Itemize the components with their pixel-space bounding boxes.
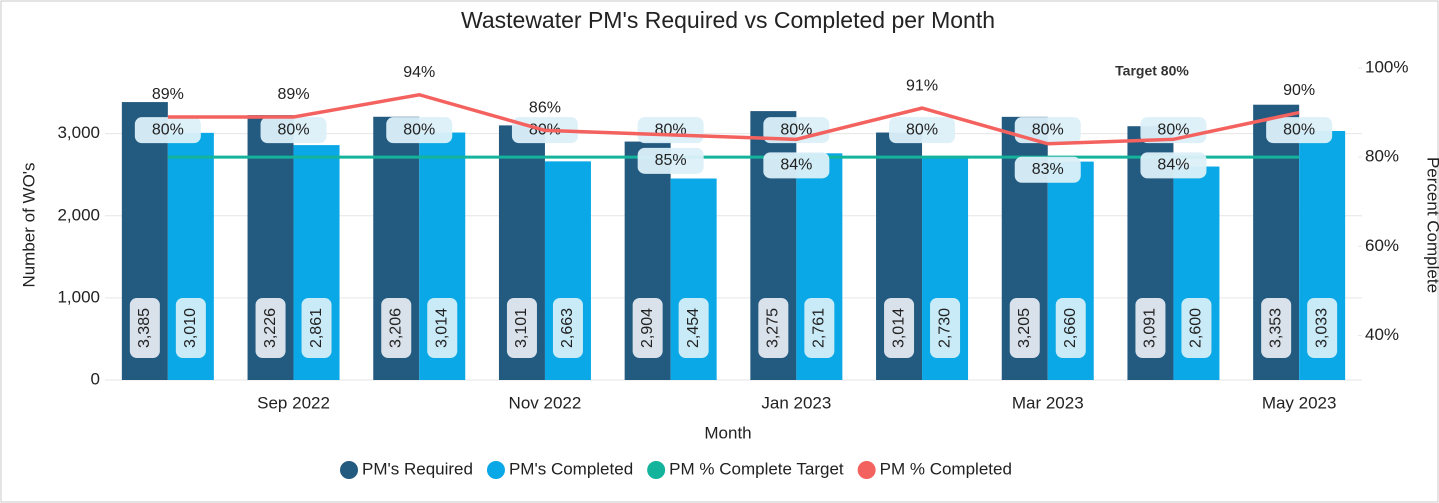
- value-label-box: [1135, 298, 1166, 358]
- value-label: 86%: [529, 100, 561, 117]
- value-label: 3,010: [182, 308, 199, 348]
- value-label: 2,660: [1062, 308, 1079, 348]
- y-tick-label: 0: [91, 369, 100, 388]
- value-label: 3,014: [890, 308, 907, 348]
- value-label-box: [1266, 117, 1333, 144]
- y-tick-label: 2,000: [57, 205, 100, 224]
- value-label-box: [301, 298, 332, 358]
- x-tick-label: Mar 2023: [1012, 393, 1084, 412]
- x-tick-label: Jan 2023: [761, 393, 831, 412]
- value-label-box: [637, 147, 704, 174]
- y2-axis-label: Percent Complete: [1424, 157, 1439, 293]
- value-label-box: [386, 117, 453, 144]
- legend-entry: PM's Completed: [509, 459, 633, 478]
- value-label: 2,454: [685, 308, 702, 348]
- value-label: 3,226: [262, 308, 279, 348]
- value-label: 80%: [152, 121, 184, 138]
- value-label: 89%: [152, 86, 184, 103]
- value-label-box: [255, 298, 286, 358]
- value-label: 2,904: [639, 308, 656, 348]
- value-label: 2,663: [559, 308, 576, 348]
- y-tick-label: 3,000: [57, 123, 100, 142]
- value-label-box: [134, 117, 201, 144]
- value-label-box: [1307, 298, 1338, 358]
- x-tick-label: Sep 2022: [257, 393, 330, 412]
- y2-tick-label: 80%: [1365, 147, 1399, 166]
- value-label-box: [175, 298, 206, 358]
- annotation: Target 80%: [1115, 63, 1189, 79]
- value-label: 89%: [278, 86, 310, 103]
- legend-entry: PM % Completed: [880, 459, 1012, 478]
- value-label-box: [1009, 298, 1040, 358]
- value-label: 80%: [906, 121, 938, 138]
- line-series: [167, 92, 1300, 146]
- value-label: 85%: [655, 152, 687, 169]
- value-label: 80%: [278, 121, 310, 138]
- value-label-box: [930, 298, 961, 358]
- value-label-box: [1140, 152, 1207, 179]
- value-label: 2,861: [308, 308, 325, 348]
- value-label: 3,033: [1313, 308, 1330, 348]
- value-label: 80%: [1032, 121, 1064, 138]
- legend-swatch: [857, 461, 876, 479]
- value-label-box: [804, 298, 835, 358]
- value-label: 3,205: [1016, 308, 1033, 348]
- y-tick-label: 1,000: [57, 287, 100, 306]
- value-label: 2,730: [936, 308, 953, 348]
- chart-title: Wastewater PM's Required vs Completed pe…: [461, 7, 995, 33]
- x-tick-label: May 2023: [1262, 393, 1337, 412]
- value-label-box: [763, 152, 830, 179]
- y-axis-label: Number of WO's: [19, 162, 38, 287]
- value-label-box: [1181, 298, 1212, 358]
- value-label: 3,275: [765, 308, 782, 348]
- value-label: 83%: [1032, 161, 1064, 178]
- value-label-box: [260, 117, 327, 144]
- legend-swatch: [340, 461, 358, 479]
- value-label-box: [506, 298, 537, 358]
- value-label-box: [758, 298, 789, 358]
- y2-tick-label: 100%: [1365, 57, 1408, 76]
- value-label: 90%: [1283, 82, 1315, 99]
- value-label: 91%: [906, 77, 938, 94]
- value-label: 3,385: [136, 308, 153, 348]
- value-label-box: [889, 117, 956, 144]
- value-label: 80%: [403, 121, 435, 138]
- value-label: 3,353: [1267, 308, 1284, 348]
- value-label-box: [1014, 117, 1081, 144]
- value-label-box: [678, 298, 709, 358]
- value-label-box: [427, 298, 458, 358]
- value-label: 3,101: [513, 308, 530, 348]
- value-label-box: [381, 298, 412, 358]
- value-label-box: [1261, 298, 1292, 358]
- value-label: 84%: [780, 157, 812, 174]
- legend-entry: PM % Complete Target: [669, 459, 844, 478]
- value-label: 3,014: [433, 308, 450, 348]
- x-tick-label: Nov 2022: [509, 393, 582, 412]
- value-label-box: [552, 298, 583, 358]
- value-label: 80%: [1157, 121, 1189, 138]
- legend-swatch: [647, 461, 666, 479]
- y2-tick-label: 40%: [1365, 325, 1399, 344]
- value-label: 3,206: [387, 308, 404, 348]
- value-label: 80%: [780, 121, 812, 138]
- value-label-box: [632, 298, 663, 358]
- value-label-box: [129, 298, 160, 358]
- value-label: 2,761: [811, 308, 828, 348]
- legend-swatch: [486, 461, 505, 479]
- value-label-box: [1014, 156, 1081, 183]
- value-label: 3,091: [1142, 308, 1159, 348]
- value-label: 84%: [1157, 157, 1189, 174]
- value-label-box: [1055, 298, 1086, 358]
- legend-entry: PM's Required: [362, 459, 473, 478]
- x-axis-label: Month: [704, 423, 751, 442]
- value-label: 2,600: [1188, 308, 1205, 348]
- y2-tick-label: 60%: [1365, 236, 1399, 255]
- value-label-box: [884, 298, 915, 358]
- value-label: 80%: [1283, 121, 1315, 138]
- value-label: 94%: [403, 64, 435, 81]
